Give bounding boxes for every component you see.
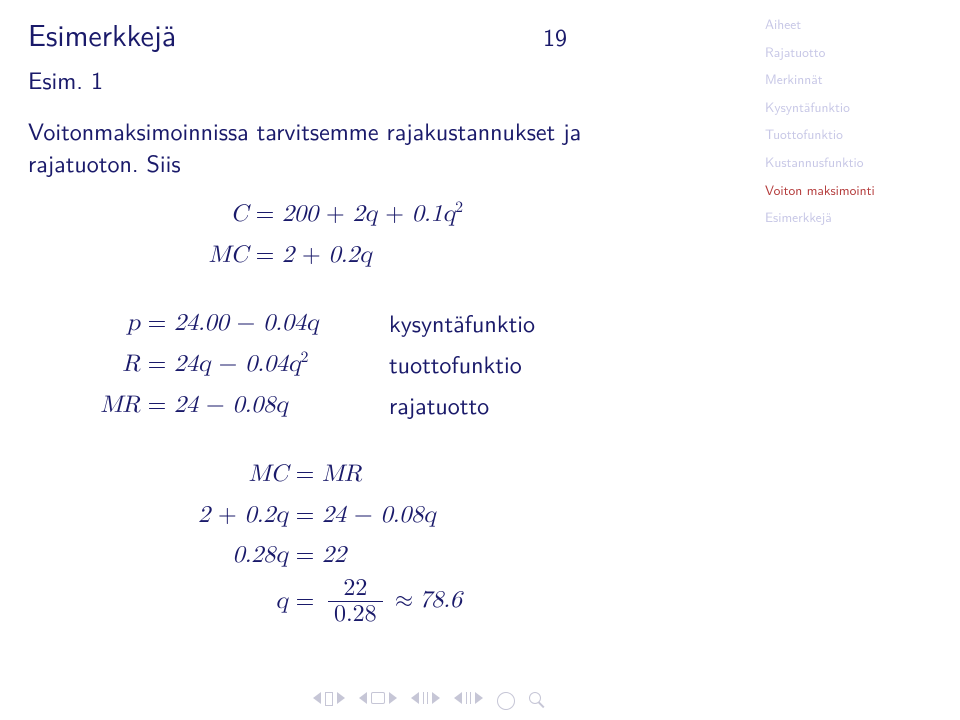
equation-row: 2 + 0.2q=24 − 0.08q xyxy=(178,495,727,536)
equation-equals: = xyxy=(140,344,174,385)
equation-equals: = xyxy=(288,581,322,622)
equation-lhs: MC xyxy=(188,235,248,276)
equation-rhs: 22 xyxy=(322,535,346,576)
sidebar-item[interactable]: Aiheet xyxy=(765,14,950,36)
equation-rhs: 200 + 2q + 0.1q2 xyxy=(282,194,463,235)
equation-equals: = xyxy=(288,535,322,576)
equation-equals: = xyxy=(140,303,174,344)
equation-desc: kysyntäfunktio xyxy=(389,303,535,344)
equation-block-cost: C=200 + 2q + 0.1q2MC=2 + 0.2q xyxy=(188,194,727,276)
nav-search-icon[interactable] xyxy=(529,692,545,708)
nav-prev-icon[interactable] xyxy=(411,692,440,710)
main-content: Esimerkkejä 19 Esim. 1 Voitonmaksimoinni… xyxy=(0,0,755,720)
equation-row: R=24q − 0.04q2 tuottofunktio xyxy=(88,344,727,385)
page-title: Esimerkkejä xyxy=(28,12,176,56)
equation-equals: = xyxy=(288,495,322,536)
equation-rhs: 2 + 0.2q xyxy=(282,235,372,276)
equation-row: MC=MR xyxy=(178,454,727,495)
equation-lhs: 2 + 0.2q xyxy=(178,495,288,536)
sidebar-item[interactable]: Voiton maksimointi xyxy=(765,180,950,202)
equation-rhs: 24 − 0.08q xyxy=(174,385,349,426)
nav-next-icon[interactable] xyxy=(454,692,483,710)
equation-equals: = xyxy=(248,194,282,235)
equation-row: q=220.28≈78.6 xyxy=(178,576,727,627)
title-row: Esimerkkejä 19 xyxy=(28,12,727,56)
equation-equals: = xyxy=(140,385,174,426)
sidebar-item[interactable]: Kustannusfunktio xyxy=(765,152,950,174)
nav-prev-section-icon[interactable] xyxy=(359,692,397,710)
sidebar-item[interactable]: Kysyntäfunktio xyxy=(765,97,950,119)
equation-row: 0.28q=22 xyxy=(178,535,727,576)
nav-refresh-icon[interactable] xyxy=(497,692,515,710)
equation-lhs: q xyxy=(178,581,288,622)
footer-nav xyxy=(313,692,545,710)
equation-desc: tuottofunktio xyxy=(389,344,522,385)
equation-lhs: C xyxy=(188,194,248,235)
equation-row: MR=24 − 0.08q rajatuotto xyxy=(88,385,727,426)
page-number: 19 xyxy=(543,19,727,54)
equation-desc: rajatuotto xyxy=(389,385,489,426)
intro-line-2: rajatuoton. Siis xyxy=(28,145,181,180)
equation-block-solve: MC=MR2 + 0.2q=24 − 0.08q0.28q=22q=220.28… xyxy=(178,454,727,628)
equation-block-demand: p=24.00 − 0.04qkysyntäfunktioR=24q − 0.0… xyxy=(88,303,727,425)
sidebar-outline: Aiheet Rajatuotto Merkinnät Kysyntäfunktio T… xyxy=(755,0,960,720)
intro-line-1: Voitonmaksimoinnissa tarvitsemme rajakus… xyxy=(28,113,581,148)
equation-rhs: 24.00 − 0.04q xyxy=(174,303,349,344)
sidebar-item[interactable]: Rajatuotto xyxy=(765,42,950,64)
equation-lhs: MR xyxy=(88,385,140,426)
equation-rhs: 220.28≈78.6 xyxy=(322,576,462,627)
sidebar-item[interactable]: Tuottofunktio xyxy=(765,124,950,146)
subtitle: Esim. 1 xyxy=(28,62,727,97)
equation-row: C=200 + 2q + 0.1q2 xyxy=(188,194,727,235)
equation-row: p=24.00 − 0.04q kysyntäfunktio xyxy=(88,303,727,344)
equation-lhs: 0.28q xyxy=(178,535,288,576)
intro-text: Voitonmaksimoinnissa tarvitsemme rajakus… xyxy=(28,115,727,180)
equation-lhs: p xyxy=(88,303,140,344)
equation-row: MC=2 + 0.2q xyxy=(188,235,727,276)
equation-equals: = xyxy=(288,454,322,495)
equation-rhs: 24 − 0.08q xyxy=(322,495,436,536)
equation-equals: = xyxy=(248,235,282,276)
equation-lhs: R xyxy=(88,344,140,385)
equation-lhs: MC xyxy=(178,454,288,495)
equation-rhs: MR xyxy=(322,454,362,495)
sidebar-item[interactable]: Esimerkkejä xyxy=(765,207,950,229)
nav-first-icon[interactable] xyxy=(313,692,345,710)
slide: Esimerkkejä 19 Esim. 1 Voitonmaksimoinni… xyxy=(0,0,960,720)
equation-rhs: 24q − 0.04q2 xyxy=(174,344,349,385)
sidebar-item[interactable]: Merkinnät xyxy=(765,69,950,91)
